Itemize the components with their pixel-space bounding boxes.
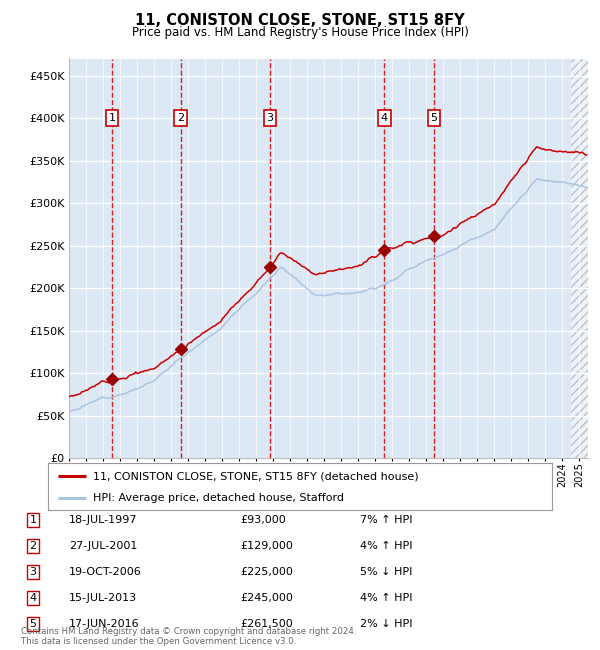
- Text: 5: 5: [29, 619, 37, 629]
- Text: 3: 3: [266, 113, 273, 123]
- Text: 1: 1: [109, 113, 116, 123]
- Text: £93,000: £93,000: [240, 515, 286, 525]
- Text: 19-OCT-2006: 19-OCT-2006: [69, 567, 142, 577]
- Text: 17-JUN-2016: 17-JUN-2016: [69, 619, 140, 629]
- Text: 5: 5: [431, 113, 437, 123]
- Text: 4: 4: [381, 113, 388, 123]
- Text: 5% ↓ HPI: 5% ↓ HPI: [360, 567, 412, 577]
- Text: £225,000: £225,000: [240, 567, 293, 577]
- Text: £261,500: £261,500: [240, 619, 293, 629]
- Text: HPI: Average price, detached house, Stafford: HPI: Average price, detached house, Staf…: [94, 493, 344, 502]
- Text: 27-JUL-2001: 27-JUL-2001: [69, 541, 137, 551]
- Text: £129,000: £129,000: [240, 541, 293, 551]
- Text: 2% ↓ HPI: 2% ↓ HPI: [360, 619, 413, 629]
- Text: 2: 2: [177, 113, 184, 123]
- Text: 2: 2: [29, 541, 37, 551]
- Bar: [571, 58, 588, 458]
- Text: £245,000: £245,000: [240, 593, 293, 603]
- Text: 15-JUL-2013: 15-JUL-2013: [69, 593, 137, 603]
- Text: 18-JUL-1997: 18-JUL-1997: [69, 515, 137, 525]
- Bar: [571, 58, 588, 458]
- Text: 7% ↑ HPI: 7% ↑ HPI: [360, 515, 413, 525]
- Text: 4: 4: [29, 593, 37, 603]
- Text: 11, CONISTON CLOSE, STONE, ST15 8FY: 11, CONISTON CLOSE, STONE, ST15 8FY: [135, 13, 465, 28]
- Text: Contains HM Land Registry data © Crown copyright and database right 2024.
This d: Contains HM Land Registry data © Crown c…: [21, 627, 356, 646]
- Text: 3: 3: [29, 567, 37, 577]
- Text: 11, CONISTON CLOSE, STONE, ST15 8FY (detached house): 11, CONISTON CLOSE, STONE, ST15 8FY (det…: [94, 471, 419, 481]
- Text: 4% ↑ HPI: 4% ↑ HPI: [360, 541, 413, 551]
- Text: Price paid vs. HM Land Registry's House Price Index (HPI): Price paid vs. HM Land Registry's House …: [131, 26, 469, 39]
- Text: 4% ↑ HPI: 4% ↑ HPI: [360, 593, 413, 603]
- Text: 1: 1: [29, 515, 37, 525]
